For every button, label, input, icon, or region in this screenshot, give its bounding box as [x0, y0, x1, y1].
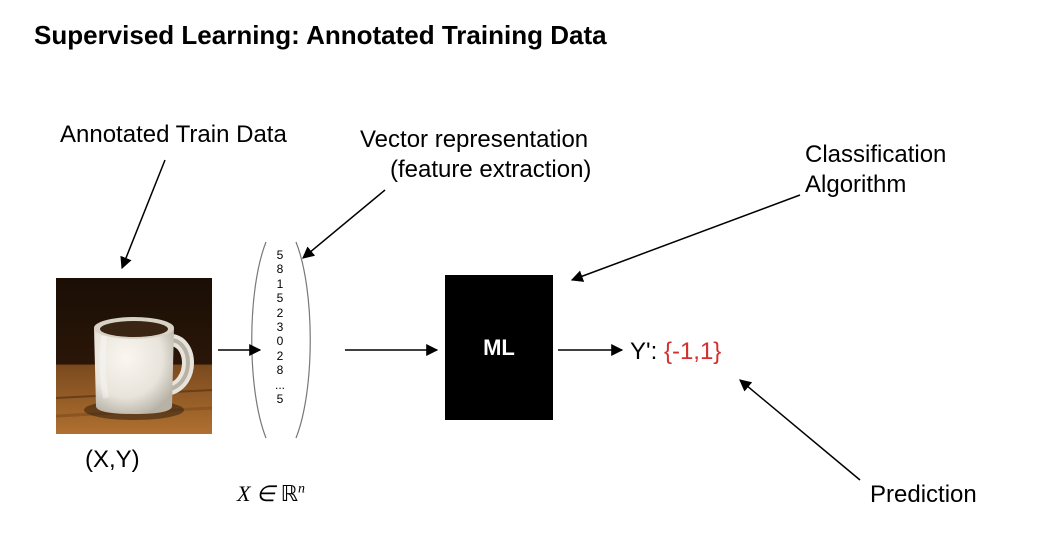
- vector-value: 0: [275, 334, 285, 348]
- vector-value: 5: [275, 291, 285, 305]
- label-classification-l1: Classification: [805, 140, 946, 170]
- output-yprime: Y':: [630, 338, 664, 365]
- vector-value: 1: [275, 277, 285, 291]
- arrow-classif-to-mlbox: [572, 195, 800, 280]
- output-set: {-1,1}: [664, 338, 721, 365]
- ml-box: ML: [445, 275, 553, 420]
- label-xy: (X,Y): [85, 445, 140, 475]
- feature-vector: 581523028...5: [275, 248, 285, 406]
- label-vector-l1: Vector representation: [360, 125, 588, 155]
- arrow-prediction-to-out: [740, 380, 860, 480]
- output-label: Y': {-1,1}: [630, 338, 721, 366]
- vector-value: ...: [275, 378, 285, 392]
- arrows-layer: [0, 0, 1062, 546]
- label-vector-l2: (feature extraction): [390, 155, 591, 185]
- label-x-in-rn: X ∈ ℝn: [237, 480, 305, 508]
- label-annotated: Annotated Train Data: [60, 120, 287, 150]
- cup-image: [56, 278, 212, 434]
- feature-vector-values: 581523028...5: [275, 248, 285, 406]
- vector-value: 2: [275, 306, 285, 320]
- slide-title: Supervised Learning: Annotated Training …: [34, 20, 607, 51]
- label-prediction: Prediction: [870, 480, 977, 510]
- vector-value: 8: [275, 363, 285, 377]
- ml-box-label: ML: [483, 335, 515, 361]
- arrow-annotated-to-cup: [122, 160, 165, 268]
- xrn-n: n: [298, 482, 305, 497]
- label-classification-l2: Algorithm: [805, 170, 906, 200]
- arrow-vector-to-paren: [303, 190, 385, 258]
- xrn-r: ℝ: [281, 481, 298, 506]
- vector-value: 2: [275, 349, 285, 363]
- vector-value: 3: [275, 320, 285, 334]
- vector-parens: [0, 0, 1062, 546]
- vector-value: 5: [275, 392, 285, 406]
- vector-value: 5: [275, 248, 285, 262]
- xrn-prefix: X ∈: [237, 481, 281, 506]
- vector-value: 8: [275, 262, 285, 276]
